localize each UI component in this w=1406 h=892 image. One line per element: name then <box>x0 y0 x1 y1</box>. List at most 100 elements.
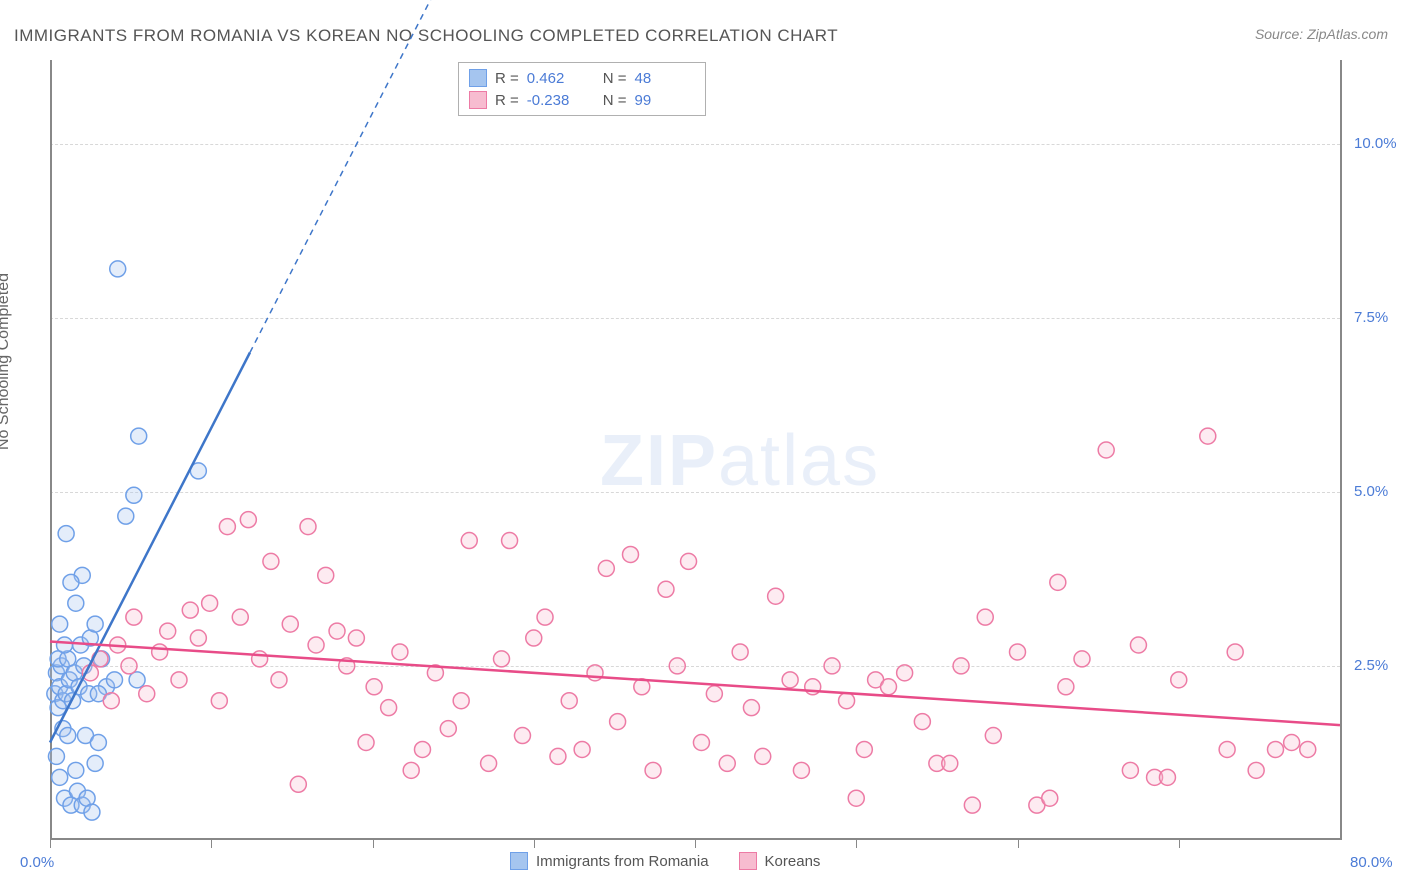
legend-swatch-koreans <box>739 852 757 870</box>
data-point-romania <box>110 261 126 277</box>
data-point-koreans <box>1010 644 1026 660</box>
data-point-koreans <box>381 700 397 716</box>
x-tick <box>373 840 374 848</box>
y-tick-label: 2.5% <box>1354 657 1388 674</box>
data-point-koreans <box>290 776 306 792</box>
legend-n-label: N = <box>603 92 627 109</box>
data-point-koreans <box>1300 741 1316 757</box>
data-point-romania <box>87 616 103 632</box>
data-point-koreans <box>1098 442 1114 458</box>
data-point-koreans <box>598 560 614 576</box>
x-tick <box>695 840 696 848</box>
data-point-koreans <box>440 721 456 737</box>
data-point-romania <box>60 728 76 744</box>
data-point-koreans <box>263 553 279 569</box>
data-point-koreans <box>103 693 119 709</box>
legend-r-label: R = <box>495 70 519 87</box>
data-point-koreans <box>160 623 176 639</box>
data-point-koreans <box>171 672 187 688</box>
x-tick <box>211 840 212 848</box>
data-point-koreans <box>211 693 227 709</box>
data-point-romania <box>68 595 84 611</box>
data-point-koreans <box>587 665 603 681</box>
data-point-koreans <box>706 686 722 702</box>
data-point-koreans <box>681 553 697 569</box>
x-tick <box>1018 840 1019 848</box>
data-point-koreans <box>366 679 382 695</box>
data-point-romania <box>84 804 100 820</box>
data-point-koreans <box>693 735 709 751</box>
legend-item-koreans: Koreans <box>739 852 821 870</box>
x-tick <box>1179 840 1180 848</box>
data-point-koreans <box>152 644 168 660</box>
data-point-romania <box>107 672 123 688</box>
legend-n-label: N = <box>603 70 627 87</box>
data-point-koreans <box>1200 428 1216 444</box>
data-point-koreans <box>856 741 872 757</box>
data-point-koreans <box>1074 651 1090 667</box>
data-point-koreans <box>1284 735 1300 751</box>
data-point-koreans <box>232 609 248 625</box>
data-point-koreans <box>977 609 993 625</box>
data-point-koreans <box>623 546 639 562</box>
data-point-koreans <box>526 630 542 646</box>
legend-swatch-koreans <box>469 91 487 109</box>
data-point-koreans <box>768 588 784 604</box>
data-point-koreans <box>755 748 771 764</box>
data-point-koreans <box>139 686 155 702</box>
data-point-koreans <box>658 581 674 597</box>
data-point-koreans <box>848 790 864 806</box>
legend-r-value: 0.462 <box>527 70 595 87</box>
legend-label-koreans: Koreans <box>765 853 821 870</box>
data-point-koreans <box>358 735 374 751</box>
trendline-romania <box>50 353 250 743</box>
data-point-koreans <box>403 762 419 778</box>
data-point-koreans <box>574 741 590 757</box>
x-tick <box>856 840 857 848</box>
data-point-koreans <box>190 630 206 646</box>
data-point-koreans <box>914 714 930 730</box>
data-point-koreans <box>461 533 477 549</box>
data-point-koreans <box>1050 574 1066 590</box>
chart-title: IMMIGRANTS FROM ROMANIA VS KOREAN NO SCH… <box>14 26 838 46</box>
trendline-dash-romania <box>250 0 453 353</box>
data-point-koreans <box>669 658 685 674</box>
data-point-romania <box>90 735 106 751</box>
data-point-koreans <box>743 700 759 716</box>
data-point-koreans <box>537 609 553 625</box>
data-point-koreans <box>719 755 735 771</box>
x-tick <box>50 840 51 848</box>
data-point-koreans <box>839 693 855 709</box>
data-point-koreans <box>240 512 256 528</box>
data-point-koreans <box>550 748 566 764</box>
x-tick <box>534 840 535 848</box>
data-point-koreans <box>1159 769 1175 785</box>
data-point-koreans <box>964 797 980 813</box>
data-point-koreans <box>308 637 324 653</box>
data-point-koreans <box>985 728 1001 744</box>
data-point-koreans <box>219 519 235 535</box>
y-tick-label: 5.0% <box>1354 483 1388 500</box>
data-point-romania <box>63 574 79 590</box>
legend-stats-box: R =0.462N =48R =-0.238N =99 <box>458 62 706 116</box>
data-point-koreans <box>494 651 510 667</box>
legend-n-value: 48 <box>635 70 695 87</box>
data-point-koreans <box>732 644 748 660</box>
data-point-romania <box>58 526 74 542</box>
data-point-koreans <box>793 762 809 778</box>
legend-n-value: 99 <box>635 92 695 109</box>
legend-swatch-romania <box>510 852 528 870</box>
data-point-koreans <box>1171 672 1187 688</box>
data-point-koreans <box>318 567 334 583</box>
data-point-koreans <box>252 651 268 667</box>
data-point-koreans <box>453 693 469 709</box>
legend-series: Immigrants from Romania Koreans <box>510 852 820 870</box>
data-point-romania <box>118 508 134 524</box>
data-point-koreans <box>271 672 287 688</box>
data-point-koreans <box>1130 637 1146 653</box>
data-point-koreans <box>414 741 430 757</box>
data-point-koreans <box>1042 790 1058 806</box>
legend-label-romania: Immigrants from Romania <box>536 853 709 870</box>
legend-r-label: R = <box>495 92 519 109</box>
data-point-romania <box>52 769 68 785</box>
